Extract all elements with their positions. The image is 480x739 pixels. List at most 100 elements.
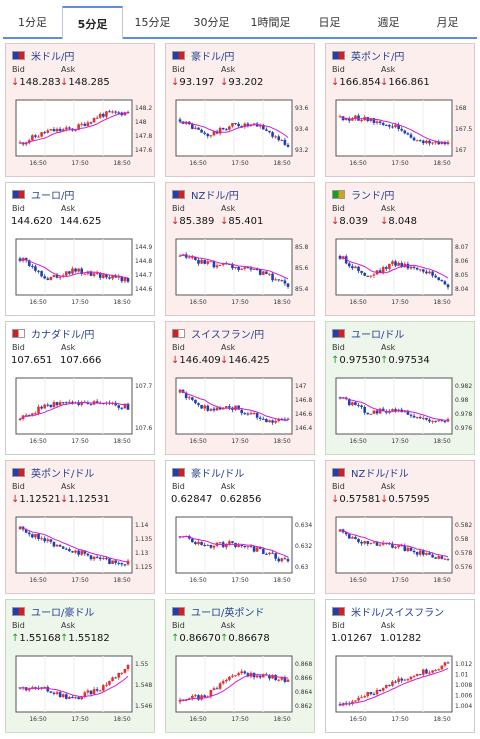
pair-title-link[interactable]: 米ドル/スイスフラン [351,607,445,619]
bid-value: 144.620 [11,216,52,227]
mini-chart[interactable]: 107.7 107.6 16:50 17:50 18:50 [14,374,154,452]
mini-chart[interactable]: 0.582 0.58 0.578 0.576 16:50 17:50 18:50 [334,513,474,591]
y-tick-label: 0.582 [455,522,472,529]
currency-card[interactable]: スイスフラン/円 Bid Ask ↓146.409 ↓146.425 147 146.8 14… [165,321,315,455]
mini-chart[interactable]: 8.07 8.06 8.05 8.04 16:50 17:50 18:50 [334,235,474,313]
mini-chart[interactable]: 0.982 0.98 0.978 0.976 16:50 17:50 18:50 [334,374,474,452]
pair-title-link[interactable]: ユーロ/円 [31,190,75,202]
mini-chart[interactable]: 1.55 1.548 1.546 16:50 17:50 18:50 [14,652,154,730]
arrow-down-icon: ↓ [60,494,69,505]
candle-body [191,695,194,699]
y-tick-label: 1.012 [455,661,472,668]
mini-chart[interactable]: 93.6 93.4 93.2 16:50 17:50 18:50 [174,96,314,174]
currency-card[interactable]: カナダドル/円 Bid Ask 107.651 107.666 107.7 107.6 16:… [5,321,155,455]
currency-card[interactable]: 豪ドル/ドル Bid Ask 0.62847 0.62856 0.634 0.632 0.63… [165,460,315,594]
candle-body [357,266,360,271]
mini-chart[interactable]: 1.14 1.135 1.13 1.125 16:50 17:50 18:50 [14,513,154,591]
candle-body [363,272,366,276]
candle-body [117,276,121,278]
candle-body [234,123,237,125]
candle-body [34,266,37,271]
currency-card[interactable]: ユーロ/英ポンド Bid Ask ↑0.86670 ↑0.86678 0.868 0.866… [165,599,315,733]
candle-body [203,132,206,134]
mini-chart[interactable]: 147 146.8 146.6 146.4 16:50 17:50 18:50 [174,374,314,452]
pair-title-link[interactable]: NZドル/円 [191,190,239,202]
tab-timeframe[interactable]: 週足 [377,15,400,29]
currency-card[interactable]: 英ポンド/円 Bid Ask ↓166.854 ↓166.861 168 167.5 167 1… [325,43,475,177]
candle-body [381,122,385,125]
candle-body [406,679,410,681]
currency-card[interactable]: ユーロ/豪ドル Bid Ask ↑1.55168 ↑1.55182 1.55 1.548 1.… [5,599,155,733]
tab-timeframe[interactable]: 月足 [436,15,459,29]
pair-title-link[interactable]: ユーロ/ドル [351,329,405,341]
candle-body [178,119,182,122]
mini-chart[interactable]: 148.2 148 147.8 147.6 16:50 17:50 18:50 [14,96,154,174]
candle-body [24,414,28,416]
arrow-down-icon: ↓ [380,494,389,505]
x-tick-label: 16:50 [349,299,366,306]
currency-card[interactable]: 豪ドル/円 Bid Ask ↓93.197 ↓93.202 93.6 93.4 93.2 16:… [165,43,315,177]
currency-card[interactable]: 米ドル/円 Bid Ask ↓148.283 ↓148.285 148.2 148 147.8… [5,43,155,177]
y-tick-label: 146.8 [295,397,312,404]
ask-value: ↑1.55182 [60,633,110,644]
candle-body [71,696,74,698]
flag-icon [12,328,25,338]
candle-body [194,399,197,404]
candle-body [178,389,182,393]
candle-body [105,684,108,686]
tab-timeframe[interactable]: 日足 [318,15,341,29]
currency-card[interactable]: 米ドル/スイスフラン Bid Ask 1.01267 1.01282 1.012 1.01 1… [325,599,475,733]
mini-chart[interactable]: 0.868 0.866 0.864 0.862 16:50 17:50 18:50 [174,652,314,730]
pair-title-link[interactable]: 英ポンド/円 [351,51,405,63]
card-header: 英ポンド/ドル [12,465,150,480]
pair-title-link[interactable]: ユーロ/豪ドル [31,607,95,619]
ask-value-text: 0.86678 [228,633,270,644]
currency-card[interactable]: 英ポンド/ドル Bid Ask ↓1.12521 ↓1.12531 1.14 1.135 1.… [5,460,155,594]
arrow-down-icon: ↓ [220,355,229,366]
candle-body [34,533,37,538]
x-tick-label: 17:50 [391,160,408,167]
tab-timeframe[interactable]: 5分足 [62,6,123,39]
pair-title-link[interactable]: 米ドル/円 [31,51,75,63]
pair-title-link[interactable]: 豪ドル/ドル [191,468,245,480]
candle-body [31,413,34,415]
candle-body [268,130,271,133]
mini-chart[interactable]: 85.8 85.6 85.4 16:50 17:50 18:50 [174,235,314,313]
candle-body [357,697,360,701]
candle-body [46,130,50,133]
currency-card[interactable]: NZドル/円 Bid Ask ↓85.389 ↓85.401 85.8 85.6 85.4 16… [165,182,315,316]
currency-card[interactable]: ランド/円 Bid Ask ↓8.039 ↓8.048 8.07 8.06 8.05 8.04 1… [325,182,475,316]
tab-timeframe[interactable]: 1分足 [18,15,47,29]
pair-title-link[interactable]: ランド/円 [351,190,395,202]
currency-card[interactable]: ユーロ/ドル Bid Ask ↑0.97530 ↑0.97534 0.982 0.98 0.9… [325,321,475,455]
pair-title-link[interactable]: カナダドル/円 [31,329,95,341]
bid-label: Bid [12,482,25,491]
candle-body [231,123,234,127]
candle-body [34,413,37,415]
mini-chart[interactable]: 168 167.5 167 16:50 17:50 18:50 [334,96,474,174]
tab-timeframe[interactable]: 30分足 [193,15,230,29]
candle-body [212,261,216,268]
currency-card[interactable]: NZドル/ドル Bid Ask ↓0.57581 ↓0.57595 0.582 0.58 0.… [325,460,475,594]
pair-title-link[interactable]: 豪ドル/円 [191,51,235,63]
pair-title-link[interactable]: スイスフラン/円 [191,329,265,341]
bid-value: ↑0.97530 [331,355,381,366]
candle-body [221,407,225,410]
candle-body [55,402,59,406]
tab-timeframe[interactable]: 15分足 [134,15,171,29]
tab-timeframe[interactable]: 1時間足 [250,15,291,29]
pair-title-link[interactable]: NZドル/ドル [351,468,409,480]
ask-value: ↓1.12531 [60,494,110,505]
mini-chart[interactable]: 0.634 0.632 0.63 16:50 17:50 18:50 [174,513,314,591]
pair-title-link[interactable]: ユーロ/英ポンド [191,607,265,619]
candle-body [403,679,407,681]
mini-chart[interactable]: 1.012 1.01 1.008 1.006 1.004 16:50 17:50 18:50 [334,652,474,730]
y-tick-label: 1.008 [455,682,472,689]
mini-chart[interactable]: 144.9 144.8 144.7 144.6 16:50 17:50 18:50 [14,235,154,313]
pair-title-link[interactable]: 英ポンド/ドル [31,468,95,480]
chart-svg: 0.868 0.866 0.864 0.862 16:50 17:50 18:50 [175,655,312,723]
y-tick-label: 0.866 [295,675,312,682]
currency-card[interactable]: ユーロ/円 Bid Ask 144.620 144.625 144.9 144.8 144.7… [5,182,155,316]
candle-body [61,402,65,404]
x-tick-label: 16:50 [189,716,206,723]
